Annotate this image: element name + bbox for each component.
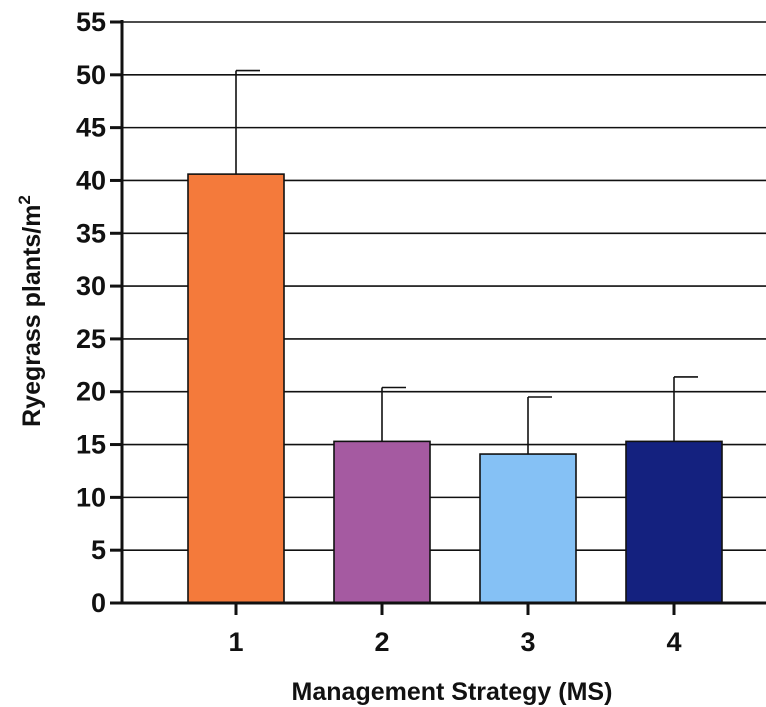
y-axis-title-main: Ryegrass plants/m — [18, 205, 46, 427]
y-tick-label: 10 — [76, 482, 106, 512]
error-bars — [235, 69, 698, 455]
x-tick-label: 2 — [374, 627, 389, 657]
x-tick-label: 3 — [520, 627, 535, 657]
y-axis-title-superscript: 2 — [15, 195, 34, 204]
x-axis-title: Management Strategy (MS) — [292, 678, 613, 706]
y-tick-label: 25 — [76, 324, 106, 354]
y-axis-title: Ryegrass plants/m2 — [15, 195, 46, 427]
bar-ms-3 — [479, 453, 577, 604]
x-tick-label: 1 — [228, 627, 243, 657]
y-tick-label: 15 — [76, 430, 106, 460]
y-tick-label: 0 — [91, 588, 106, 618]
bar-ms-2 — [333, 440, 431, 604]
y-axis: 0 5 10 15 20 25 30 35 40 45 50 55 — [76, 7, 124, 618]
bar-ms-4 — [625, 440, 723, 604]
y-tick-label: 45 — [76, 113, 106, 143]
y-tick-label: 20 — [76, 377, 106, 407]
y-tick-label: 30 — [76, 271, 106, 301]
bars — [187, 173, 723, 604]
y-tick-label: 55 — [76, 7, 106, 37]
y-tick-label: 5 — [91, 535, 106, 565]
x-tick-label: 4 — [666, 627, 681, 657]
y-tick-label: 40 — [76, 165, 106, 195]
y-tick-label: 50 — [76, 60, 106, 90]
x-axis: 1 2 3 4 — [120, 601, 766, 657]
y-tick-label: 35 — [76, 218, 106, 248]
bar-ms-1 — [187, 173, 285, 604]
